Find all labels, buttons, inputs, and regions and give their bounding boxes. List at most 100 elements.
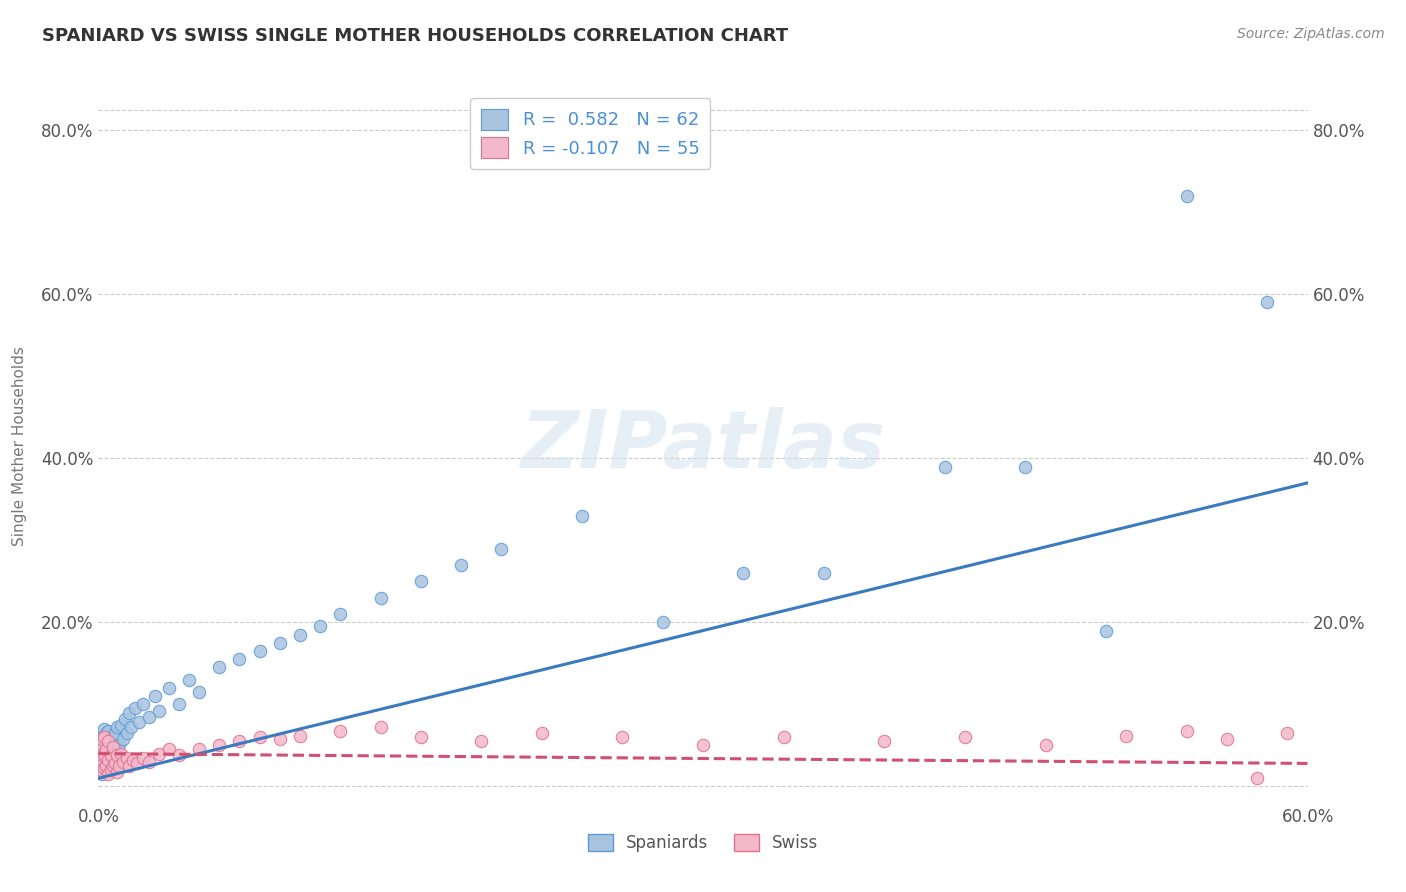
Point <box>93 748 115 763</box>
Point <box>1175 723 1198 738</box>
Point <box>167 748 190 763</box>
Point <box>93 730 115 744</box>
Point <box>103 756 125 771</box>
Point <box>114 712 136 726</box>
Point <box>89 739 111 753</box>
Point <box>101 730 124 744</box>
Point <box>96 759 118 773</box>
Point <box>121 753 143 767</box>
Point <box>91 747 114 761</box>
Point <box>91 767 114 781</box>
Point <box>188 685 211 699</box>
Point <box>103 745 125 759</box>
Point <box>157 742 180 756</box>
Point <box>148 747 170 761</box>
Point <box>228 734 250 748</box>
Point <box>1256 295 1278 310</box>
Point <box>309 619 332 633</box>
Point <box>111 731 134 746</box>
Point <box>89 734 111 748</box>
Point <box>110 718 132 732</box>
Point <box>125 756 148 771</box>
Point <box>105 720 128 734</box>
Point <box>1095 624 1118 638</box>
Text: SPANIARD VS SWISS SINGLE MOTHER HOUSEHOLDS CORRELATION CHART: SPANIARD VS SWISS SINGLE MOTHER HOUSEHOL… <box>42 27 789 45</box>
Point <box>1277 726 1299 740</box>
Point <box>91 730 114 744</box>
Point <box>329 607 352 622</box>
Point <box>115 726 138 740</box>
Point <box>370 720 392 734</box>
Point <box>269 731 291 746</box>
Point <box>1035 739 1057 753</box>
Point <box>733 566 755 581</box>
Point <box>93 761 115 775</box>
Point <box>188 742 211 756</box>
Point <box>96 726 118 740</box>
Point <box>143 689 166 703</box>
Point <box>208 739 231 753</box>
Point <box>110 747 132 761</box>
Point <box>93 739 115 753</box>
Point <box>97 753 120 767</box>
Point <box>124 701 146 715</box>
Point <box>103 726 125 740</box>
Point <box>96 759 118 773</box>
Point <box>132 698 155 712</box>
Point <box>100 750 122 764</box>
Point <box>530 726 553 740</box>
Point <box>89 764 111 779</box>
Point <box>100 734 122 748</box>
Point <box>97 767 120 781</box>
Point <box>101 748 124 763</box>
Point <box>249 730 271 744</box>
Point <box>96 745 118 759</box>
Point <box>288 729 311 743</box>
Point <box>128 715 150 730</box>
Point <box>132 750 155 764</box>
Point <box>105 748 128 763</box>
Point <box>208 660 231 674</box>
Point <box>115 750 138 764</box>
Point <box>111 755 134 769</box>
Point <box>612 730 634 744</box>
Text: Source: ZipAtlas.com: Source: ZipAtlas.com <box>1237 27 1385 41</box>
Point <box>167 698 190 712</box>
Point <box>93 761 115 775</box>
Point <box>409 574 432 589</box>
Point <box>107 739 129 753</box>
Point <box>97 734 120 748</box>
Point <box>91 731 114 746</box>
Point <box>89 763 111 777</box>
Point <box>491 541 513 556</box>
Point <box>91 763 114 777</box>
Point <box>470 734 492 748</box>
Point <box>107 759 129 773</box>
Point <box>101 739 124 754</box>
Point <box>91 748 114 763</box>
Point <box>1246 771 1268 785</box>
Point <box>269 636 291 650</box>
Point <box>450 558 472 572</box>
Point <box>249 644 271 658</box>
Point <box>97 723 120 738</box>
Point <box>118 706 141 720</box>
Point <box>772 730 794 744</box>
Point <box>228 652 250 666</box>
Point <box>329 723 352 738</box>
Point <box>148 704 170 718</box>
Point <box>1115 729 1137 743</box>
Point <box>1014 459 1036 474</box>
Point <box>873 734 896 748</box>
Point <box>89 750 111 764</box>
Point <box>93 722 115 736</box>
Point <box>118 759 141 773</box>
Point <box>96 742 118 756</box>
Y-axis label: Single Mother Households: Single Mother Households <box>13 346 27 546</box>
Point <box>651 615 673 630</box>
Legend: Spaniards, Swiss: Spaniards, Swiss <box>581 827 825 859</box>
Point <box>157 681 180 695</box>
Point <box>93 747 115 761</box>
Point <box>934 459 956 474</box>
Point <box>105 764 128 779</box>
